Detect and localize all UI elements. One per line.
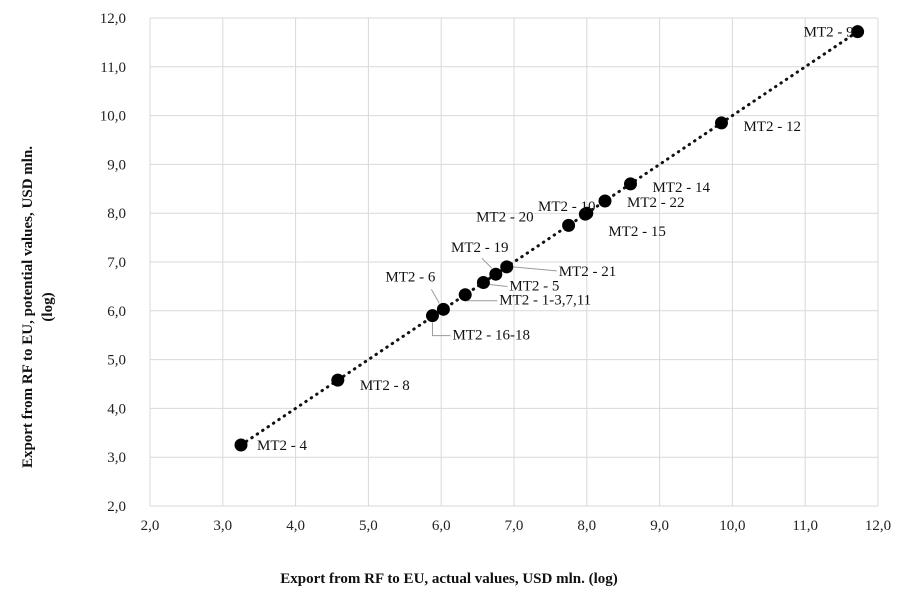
point-label: MT2 - 10 [538, 199, 596, 215]
point-label: MT2 - 9 [804, 25, 854, 41]
label-leader-line [481, 257, 493, 269]
y-tick-label: 9,0 [107, 157, 126, 173]
x-tick-label: 2,0 [141, 518, 160, 534]
data-point [234, 438, 248, 452]
data-point [489, 267, 503, 281]
point-label: MT2 - 1-3,7,11 [499, 293, 591, 309]
data-point [623, 177, 637, 191]
x-tick-label: 3,0 [213, 518, 232, 534]
y-tick-label: 2,0 [107, 499, 126, 515]
grid [149, 17, 879, 507]
x-tick-label: 5,0 [359, 518, 378, 534]
data-points [234, 25, 865, 452]
y-tick-label: 3,0 [107, 450, 126, 466]
point-label: MT2 - 20 [476, 209, 534, 225]
trendline-dotted [239, 30, 860, 447]
label-leaders [430, 257, 557, 337]
x-tick-label: 6,0 [432, 518, 451, 534]
x-axis-ticks: 2,0 3,0 4,0 5,0 6,0 7,0 8,0 9,0 10,0 11,0 12,0 [141, 518, 892, 534]
point-label: MT2 - 8 [360, 378, 410, 394]
x-tick-label: 8,0 [577, 518, 596, 534]
label-leader-line [430, 289, 440, 304]
point-label: MT2 - 21 [559, 264, 617, 280]
y-tick-label: 7,0 [107, 255, 126, 271]
data-point [425, 309, 439, 323]
point-label: MT2 - 6 [385, 269, 435, 285]
label-leader-line [431, 322, 451, 337]
y-tick-label: 11,0 [100, 60, 126, 76]
y-tick-label: 6,0 [107, 304, 126, 320]
point-label: MT2 - 14 [652, 180, 710, 196]
y-tick-label: 12,0 [100, 11, 126, 27]
data-point [714, 116, 728, 130]
point-label: MT2 - 16-18 [452, 328, 530, 344]
point-label: MT2 - 5 [509, 278, 559, 294]
data-point [458, 288, 472, 302]
y-axis-ticks: 2,0 3,0 4,0 5,0 6,0 7,0 8,0 9,0 10,0 11,0 12,0 [100, 11, 126, 515]
data-point [851, 25, 865, 39]
data-point [476, 275, 490, 289]
x-tick-label: 12,0 [865, 518, 891, 534]
point-labels: MT2 - 4 MT2 - 8 MT2 - 16-18 MT2 - 6 MT2 - 1-… [257, 25, 854, 454]
x-tick-label: 9,0 [650, 518, 669, 534]
point-label: MT2 - 15 [608, 224, 666, 240]
x-tick-label: 11,0 [792, 518, 818, 534]
x-axis-title: Export from RF to EU, actual values, USD… [280, 571, 618, 587]
y-axis-title-line2: (log) [40, 292, 56, 321]
y-tick-label: 4,0 [107, 401, 126, 417]
y-axis-title-line1: Export from RF to EU, potential values, … [20, 146, 36, 468]
y-tick-label: 8,0 [107, 206, 126, 222]
data-point [331, 373, 345, 387]
x-tick-label: 7,0 [505, 518, 524, 534]
point-label: MT2 - 12 [743, 119, 801, 135]
point-label: MT2 - 4 [257, 438, 307, 454]
trendline [239, 30, 860, 447]
data-point [580, 206, 594, 220]
data-point [598, 194, 612, 208]
y-tick-label: 5,0 [107, 353, 126, 369]
x-tick-label: 10,0 [719, 518, 745, 534]
y-tick-label: 10,0 [100, 109, 126, 125]
data-point [500, 260, 514, 274]
data-point [436, 302, 450, 316]
label-leader-line [512, 266, 557, 272]
point-label: MT2 - 19 [451, 240, 509, 256]
point-label: MT2 - 22 [627, 195, 685, 211]
label-leader-line [489, 283, 508, 287]
data-point [562, 218, 576, 232]
x-tick-label: 4,0 [286, 518, 305, 534]
